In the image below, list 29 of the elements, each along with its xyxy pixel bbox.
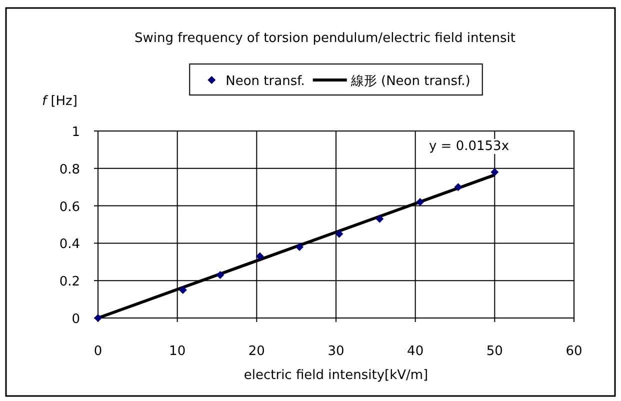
- point: [296, 242, 304, 251]
- x-tick-label: 60: [566, 344, 582, 359]
- x-tick-label: 20: [248, 344, 265, 359]
- point: [490, 168, 499, 176]
- annotation: y = 0.0153x: [428, 139, 510, 154]
- y-tick-label: 1: [72, 125, 80, 140]
- y-tick-label: 0.2: [59, 274, 80, 290]
- point: [256, 252, 264, 260]
- x-tick-label: 0: [94, 344, 102, 359]
- x-axis-title: electric field intensity[kV/m]: [244, 368, 428, 383]
- point: [376, 214, 384, 223]
- point: [335, 230, 344, 238]
- chart-title: Swing frequency of torsion pendulum/electric field intensit: [134, 31, 516, 46]
- point: [94, 314, 102, 322]
- y-tick-label: 0.6: [59, 200, 80, 215]
- x-tick-label: 30: [328, 344, 344, 359]
- legend-label: Neon transf.: [226, 74, 305, 89]
- point: [178, 286, 187, 294]
- legend-label: 線形 (Neon transf.): [350, 74, 470, 89]
- x-tick-label: 50: [486, 344, 503, 359]
- y-tick-label: 0.8: [59, 162, 80, 178]
- point: [216, 270, 224, 279]
- x-tick-label: 10: [169, 344, 186, 359]
- point: [454, 183, 462, 192]
- y-tick-label: 0.4: [59, 237, 80, 252]
- point: [416, 198, 424, 206]
- y-tick-label: 0: [72, 312, 80, 327]
- x-tick-label: 40: [407, 344, 424, 359]
- y-axis-title: f [Hz]: [42, 94, 78, 109]
